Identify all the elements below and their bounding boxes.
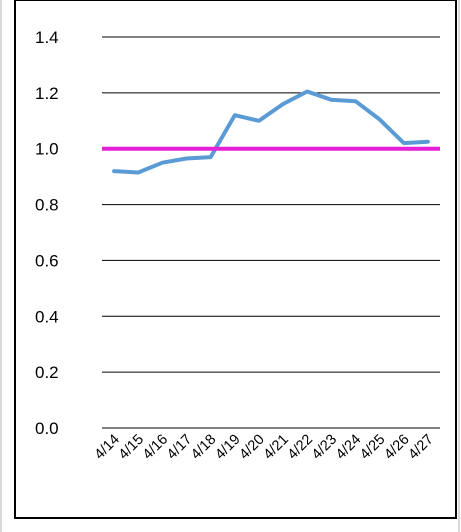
x-tick-label: 4/16 <box>140 432 171 463</box>
x-tick-label: 4/19 <box>212 432 243 463</box>
y-tick-label: 0.2 <box>35 363 59 382</box>
x-tick-label: 4/25 <box>357 432 388 463</box>
x-tick-label: 4/26 <box>381 432 412 463</box>
y-tick-label: 1.4 <box>35 28 59 47</box>
series-line <box>112 89 430 175</box>
x-tick-label: 4/22 <box>285 432 316 463</box>
x-tick-label: 4/24 <box>333 432 364 463</box>
y-tick-label: 0.0 <box>35 419 59 438</box>
chart-border <box>14 0 457 519</box>
x-tick-label: 4/20 <box>236 432 267 463</box>
x-tick-label: 4/18 <box>188 432 219 463</box>
x-tick-label: 4/27 <box>405 432 436 463</box>
x-tick-label: 4/17 <box>164 432 195 463</box>
y-tick-label: 0.4 <box>35 307 59 326</box>
y-tick-label: 0.6 <box>35 251 59 270</box>
x-tick-label: 4/23 <box>309 432 340 463</box>
y-axis-tick-labels: 0.0 0.2 0.4 0.6 0.8 1.0 1.2 1.4 <box>35 28 59 438</box>
series-layer <box>102 89 440 175</box>
y-tick-label: 0.8 <box>35 196 59 215</box>
x-tick-label: 4/21 <box>261 432 292 463</box>
x-tick-label: 4/14 <box>92 432 123 463</box>
x-tick-label: 4/15 <box>116 432 147 463</box>
x-axis-tick-labels: 4/144/154/164/174/184/194/204/214/224/23… <box>92 432 437 463</box>
gridlines <box>102 36 440 429</box>
y-tick-label: 1.2 <box>35 84 59 103</box>
y-tick-label: 1.0 <box>35 140 59 159</box>
